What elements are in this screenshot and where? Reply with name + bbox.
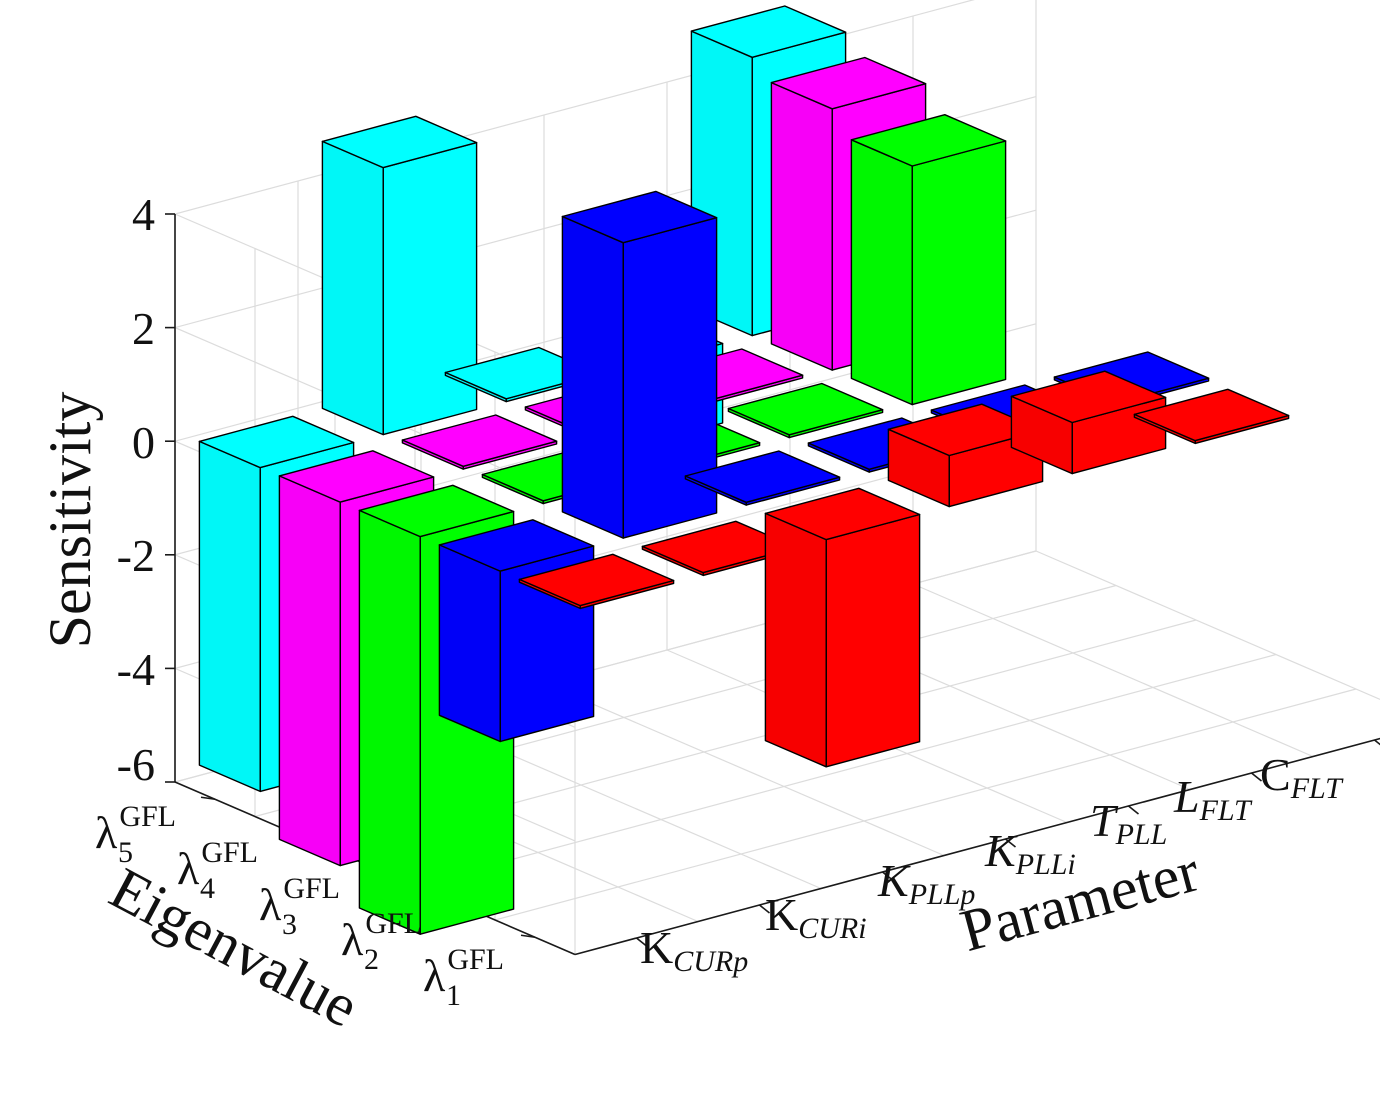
bar-λ2-GFL-0 bbox=[438, 519, 595, 743]
grid-line bbox=[414, 653, 1277, 887]
bar-top-face bbox=[684, 450, 841, 503]
bar-top-face bbox=[518, 553, 675, 607]
x-tick-label: KPLLp bbox=[877, 855, 975, 911]
y-tick-label: λGFL 2 bbox=[341, 907, 422, 976]
x-tick bbox=[1251, 772, 1262, 782]
z-tick-label: 4 bbox=[132, 189, 155, 240]
bar-layer bbox=[198, 5, 1290, 935]
bar-top-face bbox=[438, 519, 595, 572]
x-tick bbox=[1374, 739, 1380, 746]
grid-line bbox=[543, 682, 945, 857]
bar-λ1-GFL-5 bbox=[1133, 388, 1290, 445]
x-tick bbox=[1128, 805, 1139, 815]
bar-top-face bbox=[850, 113, 1007, 167]
bar-λ3-GFL-4 bbox=[850, 113, 1007, 406]
bar-λ2-GFL-1 bbox=[561, 190, 718, 539]
z-axis-title: Sensitivity bbox=[37, 392, 103, 649]
y-tick-label: λGFL 4 bbox=[177, 836, 258, 905]
bar-λ5-GFL-1 bbox=[321, 115, 478, 436]
bar-top-face bbox=[727, 382, 884, 436]
bar-λ4-GFL-1 bbox=[401, 414, 558, 470]
bar-side-face bbox=[278, 475, 341, 867]
bar-top-face bbox=[764, 487, 921, 541]
bar-top-face bbox=[358, 484, 515, 538]
x-tick-label: KPLLi bbox=[984, 825, 1076, 881]
bar-top-face bbox=[198, 415, 355, 469]
bar-side-face bbox=[770, 81, 833, 371]
y-tick-label: λGFL 1 bbox=[423, 943, 504, 1012]
x-tick-label: LFLT bbox=[1173, 771, 1253, 827]
x-tick bbox=[1005, 838, 1016, 848]
grid-line bbox=[1035, 550, 1380, 701]
bar-λ1-GFL-2 bbox=[764, 487, 921, 768]
bar-side-face bbox=[198, 440, 261, 793]
bar-side-face bbox=[438, 544, 501, 743]
grid-line bbox=[494, 688, 1357, 921]
y-tick bbox=[520, 934, 536, 939]
z-tick-label: 0 bbox=[132, 417, 155, 468]
y-tick-label: λGFL 3 bbox=[259, 872, 340, 941]
bar-top-face bbox=[401, 414, 558, 467]
bar-top-face bbox=[690, 5, 847, 58]
bar-λ2-GFL-2 bbox=[684, 450, 841, 506]
z-tick-label: -6 bbox=[117, 739, 155, 790]
bar-side-face bbox=[358, 509, 421, 935]
bar-front-face bbox=[622, 216, 718, 539]
z-tick-label: -4 bbox=[117, 644, 155, 695]
x-tick bbox=[636, 937, 647, 947]
bar-top-face bbox=[770, 56, 927, 110]
bar-side-face bbox=[850, 139, 913, 406]
x-tick-label: TPLL bbox=[1090, 795, 1167, 851]
bar-side-face bbox=[561, 215, 624, 539]
y-tick-label: λGFL 5 bbox=[95, 800, 176, 869]
x-tick-label: KCURi bbox=[765, 889, 867, 945]
bar-top-face bbox=[561, 190, 718, 244]
y-tick bbox=[200, 796, 216, 801]
grid-line bbox=[912, 583, 1314, 758]
bar-front-face bbox=[911, 140, 1007, 406]
bar-front-face bbox=[382, 141, 478, 436]
x-tick-label: CFLT bbox=[1260, 749, 1344, 805]
x-tick bbox=[882, 871, 893, 881]
bar-top-face bbox=[1010, 370, 1167, 424]
bar-λ3-GFL-3 bbox=[727, 382, 884, 439]
bar-top-face bbox=[1133, 388, 1290, 442]
z-tick-label: 2 bbox=[132, 303, 155, 354]
x-tick-label: KCURp bbox=[640, 922, 748, 978]
bar-front-face bbox=[825, 513, 921, 768]
z-tick-label: -2 bbox=[117, 530, 155, 581]
x-tick bbox=[759, 904, 770, 914]
bar-top-face bbox=[321, 115, 478, 169]
bar-side-face bbox=[321, 140, 384, 436]
bar-top-face bbox=[278, 450, 435, 503]
bar-side-face bbox=[764, 512, 827, 768]
bar-λ1-GFL-0 bbox=[518, 553, 675, 610]
